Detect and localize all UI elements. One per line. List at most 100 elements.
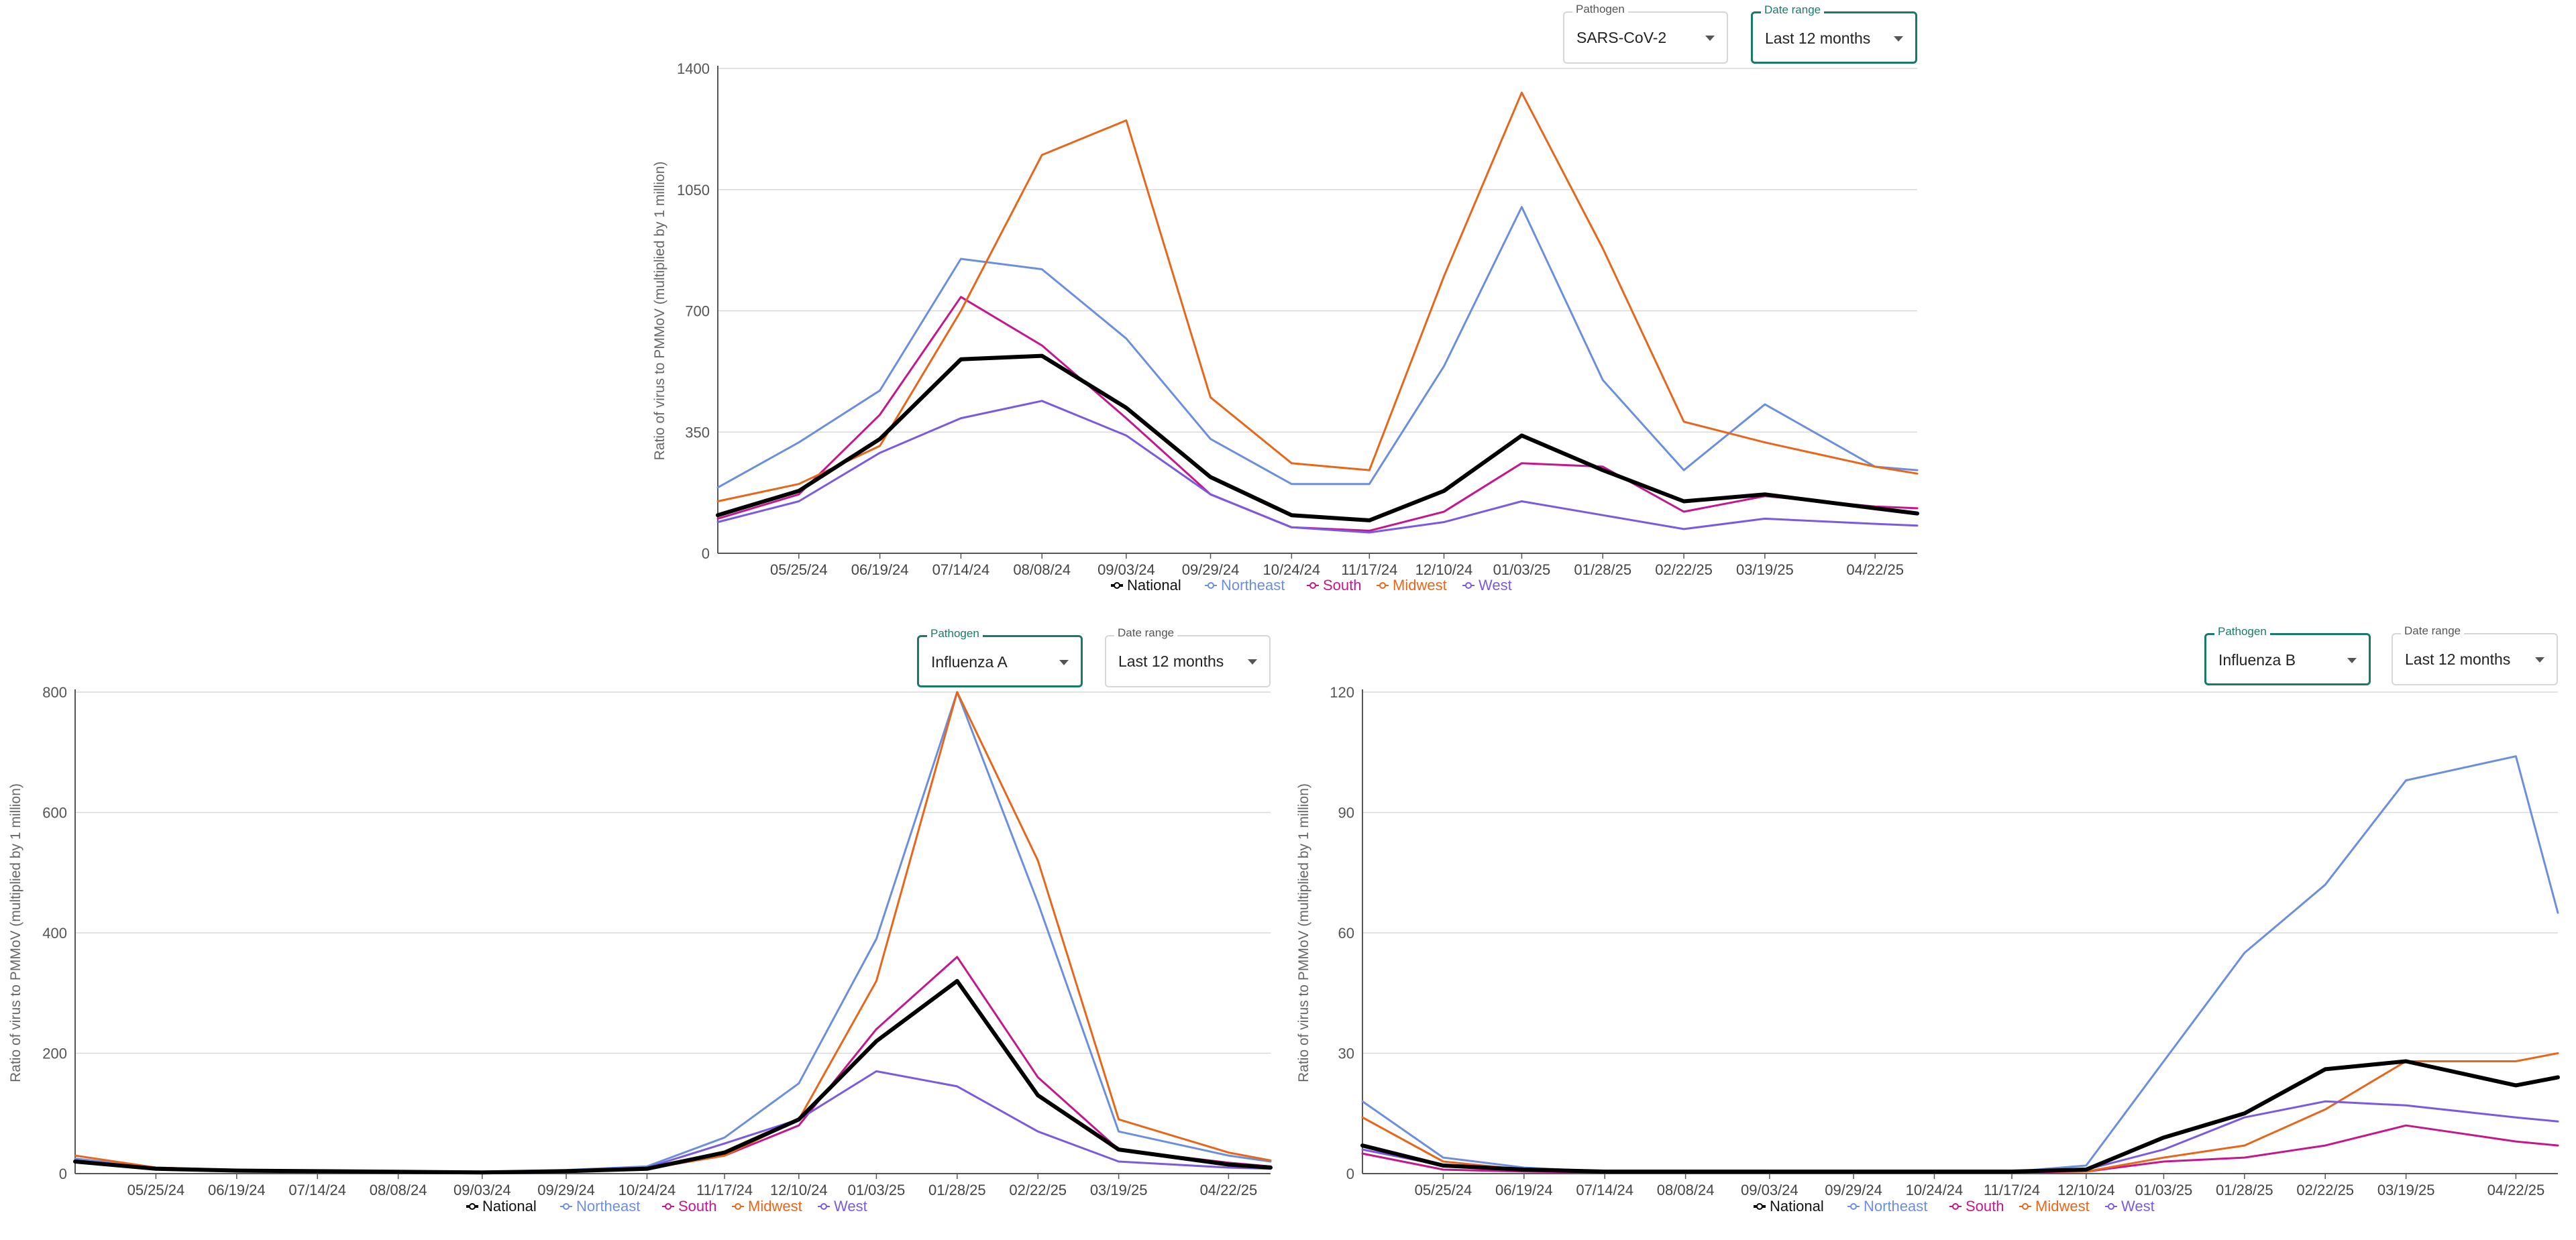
x-tick-label: 02/22/25 [2296,1182,2354,1198]
pathogen-select-label: Pathogen [927,626,983,641]
chevron-down-icon [1248,659,1257,665]
y-tick-label: 0 [1346,1166,1354,1182]
x-tick-label: 05/25/24 [127,1182,185,1198]
legend-item-northeast[interactable]: Northeast [1205,577,1285,594]
y-tick-label: 1050 [677,182,710,199]
legend-item-national[interactable]: National [466,1198,537,1215]
x-tick-label: 12/10/24 [770,1182,828,1198]
series-line-national[interactable] [716,353,1919,522]
y-tick-label: 350 [685,424,710,441]
chevron-down-icon [1705,36,1715,41]
legend-label: Midwest [1393,577,1447,594]
legend-label: South [678,1198,717,1215]
legend-marker-dot [563,1203,570,1210]
legend-item-south[interactable]: South [1949,1198,2004,1215]
x-tick-label: 06/19/24 [851,561,909,578]
pathogen-select[interactable]: Pathogen Influenza A [917,626,1083,687]
x-tick-label: 03/19/25 [1090,1182,1148,1198]
x-tick-label: 09/03/24 [1741,1182,1799,1198]
series-line-northeast[interactable] [1361,755,2559,1173]
legend-label: National [1770,1198,1824,1215]
legend-marker-dot [1309,582,1316,589]
chevron-down-icon [2535,657,2544,663]
x-tick-label: 12/10/24 [2057,1182,2115,1198]
series-line-national[interactable] [73,978,1273,1175]
legend-marker-dot [665,1203,672,1210]
legend-label: West [2121,1198,2155,1215]
legend-marker-dot [1756,1203,1763,1210]
pathogen-select-value: SARS-CoV-2 [1576,29,1667,46]
x-tick-label: 11/17/24 [1984,1182,2040,1198]
x-tick-label: 07/14/24 [288,1182,346,1198]
legend-label: South [1323,577,1362,594]
y-tick-label: 1400 [677,60,710,77]
pathogen-select[interactable]: Pathogen SARS-CoV-2 [1563,2,1728,64]
legend-item-south[interactable]: South [1307,577,1362,594]
legend-label: Northeast [1864,1198,1927,1215]
pathogen-select[interactable]: Pathogen Influenza B [2204,624,2371,685]
legend-item-national[interactable]: National [1754,1198,1824,1215]
legend-item-west[interactable]: West [2105,1198,2155,1215]
x-tick-label: 01/03/25 [1493,561,1551,578]
chevron-down-icon [2347,658,2357,663]
y-axis-label: Ratio of virus to PMMoV (multiplied by 1… [652,162,667,461]
series-line-midwest[interactable] [1361,1052,2559,1173]
date-range-select-label: Date range [2401,624,2465,638]
legend-label: Midwest [2035,1198,2090,1215]
x-tick-label: 10/24/24 [1263,561,1321,578]
legend-label: Midwest [748,1198,802,1215]
legend-item-national[interactable]: National [1111,577,1181,594]
pathogen-select-label: Pathogen [1572,2,1628,17]
series-line-south[interactable] [1361,1124,2559,1174]
legend-item-west[interactable]: West [1462,577,1512,594]
legend-item-west[interactable]: West [818,1198,867,1215]
y-tick-label: 90 [1338,805,1354,822]
series-line-midwest[interactable] [716,91,1919,502]
date-range-select-value: Last 12 months [1765,30,1871,47]
x-tick-label: 09/03/24 [453,1182,511,1198]
legend-item-northeast[interactable]: Northeast [1847,1198,1927,1215]
legend-item-south[interactable]: South [662,1198,717,1215]
y-tick-label: 60 [1338,925,1354,942]
x-tick-label: 01/28/25 [2216,1182,2273,1198]
legend-item-midwest[interactable]: Midwest [1377,577,1447,594]
date-range-select-value: Last 12 months [2405,651,2511,668]
x-tick-label: 02/22/25 [1009,1182,1067,1198]
legend-label: National [1127,577,1181,594]
y-tick-label: 120 [1330,684,1354,701]
x-tick-label: 06/19/24 [1495,1182,1553,1198]
x-tick-label: 01/28/25 [928,1182,986,1198]
series-line-northeast[interactable] [716,206,1919,489]
legend-marker-dot [1850,1203,1857,1210]
y-tick-label: 0 [702,545,710,562]
x-tick-label: 04/22/25 [1846,561,1904,578]
x-tick-label: 09/29/24 [537,1182,595,1198]
legend-item-northeast[interactable]: Northeast [560,1198,640,1215]
x-tick-label: 08/08/24 [1657,1182,1715,1198]
legend-marker-dot [1379,582,1386,589]
x-tick-label: 05/25/24 [1415,1182,1472,1198]
x-tick-label: 10/24/24 [619,1182,676,1198]
legend-item-midwest[interactable]: Midwest [2019,1198,2090,1215]
date-range-select[interactable]: Date range Last 12 months [1751,3,1917,64]
y-tick-label: 30 [1338,1046,1354,1062]
x-tick-label: 05/25/24 [770,561,828,578]
series-line-west[interactable] [716,400,1919,534]
legend-marker-dot [1208,582,1214,589]
legend-marker-dot [469,1203,476,1210]
date-range-select[interactable]: Date range Last 12 months [2392,624,2558,685]
date-range-select[interactable]: Date range Last 12 months [1105,626,1271,687]
series-line-national[interactable] [1360,1059,2560,1174]
y-axis-label: Ratio of virus to PMMoV (multiplied by 1… [1296,783,1311,1082]
pathogen-select-value: Influenza B [2218,651,2296,669]
legend-label: South [1966,1198,2004,1215]
y-tick-label: 0 [59,1166,67,1182]
x-tick-label: 07/14/24 [1576,1182,1633,1198]
legend-marker-dot [2108,1203,2114,1210]
x-tick-label: 09/29/24 [1825,1182,1882,1198]
x-tick-label: 06/19/24 [208,1182,266,1198]
series-line-west[interactable] [1361,1100,2559,1173]
legend-item-midwest[interactable]: Midwest [732,1198,802,1215]
legend-label: Northeast [576,1198,640,1215]
